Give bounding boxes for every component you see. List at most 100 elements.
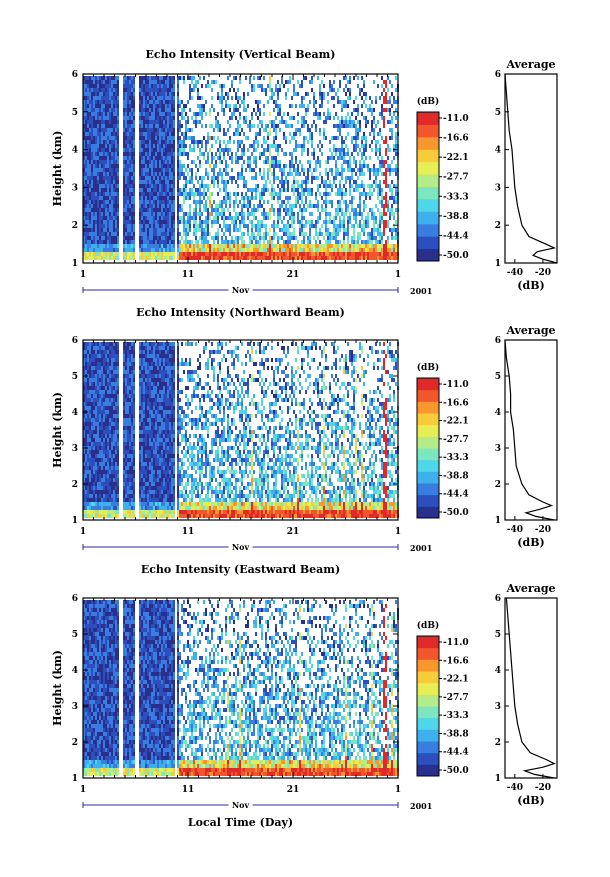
colorbar-tick-label: -16.6 — [443, 656, 469, 666]
colorbar-band — [417, 161, 439, 175]
colorbar-tick-label: -38.8 — [443, 212, 469, 222]
year-label: 2001 — [410, 286, 432, 296]
profile-x-tick-label: -20 — [535, 268, 551, 278]
colorbar-tick-label: -16.6 — [443, 398, 469, 408]
month-label: Nov — [232, 285, 250, 295]
profile-y-tick-label: 6 — [495, 594, 501, 604]
x-tick-label: 1 — [395, 785, 401, 795]
x-tick-label: 11 — [182, 270, 195, 280]
colorbar-band — [417, 694, 439, 707]
year-label: 2001 — [410, 543, 432, 553]
y-tick-label: 3 — [72, 702, 78, 712]
chart-title: Echo Intensity (Vertical Beam) — [145, 48, 335, 61]
x-tick-label: 11 — [182, 527, 195, 537]
y-tick-label: 6 — [72, 336, 78, 346]
x-tick-label: 1 — [80, 270, 86, 280]
profile-title: Average — [505, 582, 555, 595]
profile-y-tick-label: 2 — [495, 221, 501, 231]
colorbar-band — [417, 248, 439, 262]
colorbar-band — [417, 424, 439, 437]
colorbar-tick-label: -27.7 — [443, 435, 469, 445]
x-tick-label: 21 — [287, 270, 300, 280]
profile-frame — [504, 339, 558, 521]
colorbar-unit: (dB) — [417, 362, 439, 373]
profile-x-label: (dB) — [517, 279, 544, 292]
profile-title: Average — [505, 58, 555, 71]
colorbar-band — [417, 198, 439, 212]
y-tick-label: 1 — [72, 774, 78, 784]
y-tick-label: 6 — [72, 70, 78, 80]
profile-frame — [504, 73, 558, 264]
y-tick-label: 2 — [72, 480, 78, 490]
y-axis-label: Height (km) — [51, 131, 64, 207]
y-tick-label: 5 — [72, 630, 78, 640]
profile-x-tick-label: -40 — [507, 525, 523, 535]
y-tick-label: 1 — [72, 259, 78, 269]
chart-title: Echo Intensity (Eastward Beam) — [141, 563, 340, 576]
profile-x-tick-label: -40 — [507, 783, 523, 793]
profile-y-tick-label: 1 — [495, 516, 501, 526]
colorbar-band — [417, 682, 439, 695]
profile-y-tick-label: 4 — [495, 666, 501, 676]
colorbar-band — [417, 112, 439, 125]
y-tick-label: 2 — [72, 221, 78, 231]
x-tick-label: 1 — [395, 527, 401, 537]
colorbar-band — [417, 647, 439, 660]
colorbar-band — [417, 401, 439, 414]
colorbar-frame — [416, 377, 440, 519]
average-profile: Average 1 2 3 4 5 6 -40 -20(dB) — [495, 58, 558, 292]
colorbar-tick-label: -27.7 — [443, 693, 469, 703]
colorbar: (dB) -11.0 -16.6 -22.1 -27.7 -33.3 -38.8 -44.4 -… — [416, 362, 469, 519]
colorbar-tick-label: -11.0 — [443, 114, 469, 124]
profile-x-tick-label: -20 — [535, 525, 551, 535]
x-tick-label: 1 — [395, 270, 401, 280]
y-tick-label: 4 — [72, 408, 78, 418]
profile-y-tick-label: 1 — [495, 774, 501, 784]
colorbar-tick-label: -50.0 — [443, 251, 469, 261]
x-axis-label: Local Time (Day) — [188, 816, 293, 829]
y-axis-label: Height (km) — [51, 392, 64, 468]
y-tick-label: 1 — [72, 516, 78, 526]
colorbar-tick-label: -38.8 — [443, 729, 469, 739]
colorbar-band — [417, 659, 439, 672]
month-label: Nov — [232, 800, 250, 810]
profile-frame — [504, 597, 558, 779]
colorbar-band — [417, 211, 439, 225]
colorbar-band — [417, 124, 439, 138]
profile-y-tick-label: 4 — [495, 408, 501, 418]
y-tick-label: 3 — [72, 444, 78, 454]
month-label: Nov — [232, 542, 250, 552]
profile-x-label: (dB) — [517, 536, 544, 549]
colorbar-band — [417, 448, 439, 461]
colorbar-band — [417, 459, 439, 472]
profile-y-tick-label: 3 — [495, 183, 501, 193]
profile-y-tick-label: 3 — [495, 444, 501, 454]
colorbar-tick-label: -44.4 — [443, 490, 469, 500]
colorbar-tick-label: -44.4 — [443, 231, 469, 241]
colorbar: (dB) -11.0 -16.6 -22.1 -27.7 -33.3 -38.8 -44.4 -… — [416, 620, 469, 777]
colorbar-band — [417, 223, 439, 237]
heatmap-cells — [83, 76, 399, 260]
average-profile: Average 1 2 3 4 5 6 -40 -20(dB) — [495, 324, 558, 549]
profile-y-tick-label: 3 — [495, 702, 501, 712]
colorbar-tick-label: -22.1 — [443, 417, 469, 427]
colorbar-band — [417, 717, 439, 730]
x-tick-label: 21 — [287, 785, 300, 795]
colorbar-unit: (dB) — [417, 96, 439, 107]
profile-line — [504, 73, 558, 264]
colorbar-band — [417, 378, 439, 391]
year-label: 2001 — [410, 801, 432, 811]
colorbar-band — [417, 752, 439, 765]
colorbar-band — [417, 741, 439, 754]
profile-y-tick-label: 6 — [495, 336, 501, 346]
colorbar: (dB) -11.0 -16.6 -22.1 -27.7 -33.3 -38.8 -44.4 -… — [416, 96, 469, 262]
colorbar-tick-label: -50.0 — [443, 508, 469, 518]
colorbar-frame — [416, 111, 440, 262]
profile-line — [505, 597, 556, 779]
y-tick-label: 4 — [72, 666, 78, 676]
profile-line — [504, 339, 555, 521]
colorbar-frame — [416, 635, 440, 777]
x-tick-label: 11 — [182, 785, 195, 795]
